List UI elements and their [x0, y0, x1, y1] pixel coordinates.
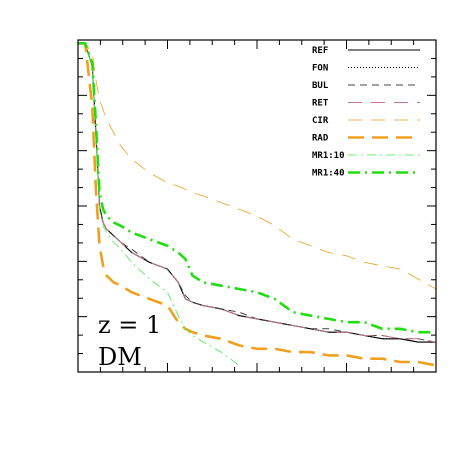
series-line-bul: [78, 42, 437, 343]
plot-frame: [77, 39, 437, 373]
axis-ticks: [78, 40, 436, 372]
legend-label-fon: FON: [312, 64, 328, 74]
legend-label-mr140: MR1:40: [312, 169, 345, 179]
legend-label-ref: REF: [312, 46, 328, 56]
series-line-ret: [78, 42, 437, 343]
series-line-mr140: [78, 42, 436, 334]
legend: REF FON BUL RET CIR RAD MR1:10 MR1:40: [312, 46, 420, 179]
series-line-ref: [78, 42, 436, 343]
legend-label-bul: BUL: [312, 81, 329, 91]
legend-label-rad: RAD: [312, 134, 329, 144]
series-line-fon: [78, 42, 436, 343]
legend-label-cir: CIR: [312, 116, 329, 126]
series-line-rad: [78, 42, 437, 367]
legend-label-mr110: MR1:10: [312, 151, 345, 161]
series-lines: [78, 42, 437, 367]
redshift-label: z = 1: [98, 311, 161, 339]
dm-label: DM: [98, 343, 142, 371]
series-line-cir: [78, 42, 437, 290]
legend-label-ret: RET: [312, 99, 329, 109]
series-line-mr110: [78, 42, 240, 366]
